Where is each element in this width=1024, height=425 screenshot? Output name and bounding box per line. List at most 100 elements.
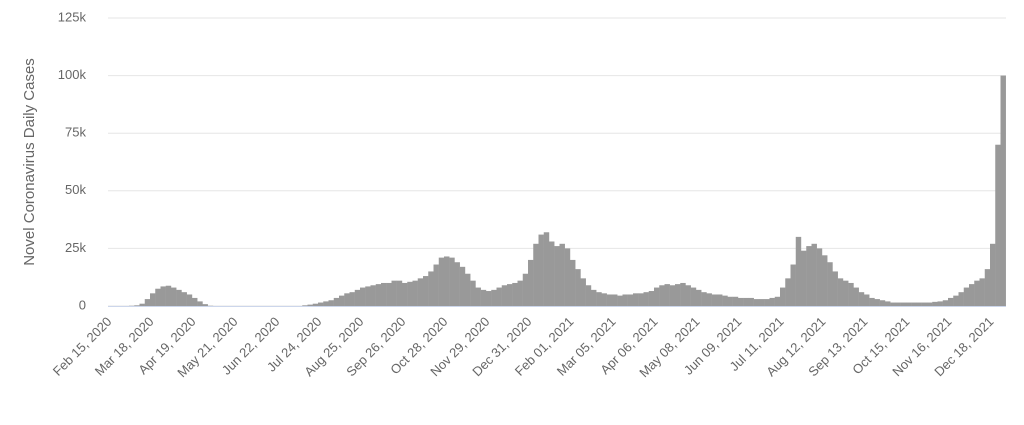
bar xyxy=(470,281,475,306)
bar xyxy=(329,300,334,306)
bar xyxy=(791,265,796,306)
y-tick-label: 50k xyxy=(65,182,86,197)
bar xyxy=(659,285,664,306)
bar xyxy=(686,285,691,306)
bar xyxy=(854,288,859,306)
bar xyxy=(502,285,507,306)
bar xyxy=(602,293,607,306)
bar xyxy=(402,283,407,306)
bar xyxy=(927,303,932,306)
bar xyxy=(948,298,953,306)
bar xyxy=(670,285,675,306)
bar xyxy=(817,248,822,306)
bar xyxy=(943,300,948,306)
y-axis-title: Novel Coronavirus Daily Cases xyxy=(21,58,38,266)
bar xyxy=(628,294,633,306)
bar xyxy=(176,290,181,306)
bar xyxy=(507,284,512,306)
y-tick-label: 125k xyxy=(58,9,87,24)
bar xyxy=(649,291,654,306)
bar xyxy=(806,246,811,306)
bar xyxy=(917,303,922,306)
bar xyxy=(371,285,376,306)
bar xyxy=(192,298,197,306)
bar xyxy=(418,278,423,306)
bar xyxy=(743,298,748,306)
bar xyxy=(203,304,208,306)
bar xyxy=(822,255,827,306)
bar xyxy=(455,262,460,306)
bar xyxy=(733,297,738,306)
bar xyxy=(838,278,843,306)
bar xyxy=(759,299,764,306)
bar xyxy=(365,286,370,306)
bar xyxy=(528,260,533,306)
bar xyxy=(623,294,628,306)
bar xyxy=(171,288,176,306)
bar xyxy=(423,276,428,306)
bar xyxy=(339,296,344,306)
bar xyxy=(428,271,433,306)
bar xyxy=(554,246,559,306)
bar xyxy=(544,232,549,306)
bar xyxy=(575,269,580,306)
bar xyxy=(344,293,349,306)
bar xyxy=(302,305,307,306)
bar xyxy=(313,304,318,306)
bar xyxy=(906,303,911,306)
bar xyxy=(974,281,979,306)
bar xyxy=(197,301,202,306)
bar xyxy=(770,298,775,306)
bar xyxy=(738,298,743,306)
bar xyxy=(780,288,785,306)
bar xyxy=(722,296,727,306)
bar xyxy=(166,286,171,306)
bar xyxy=(155,289,160,306)
bar xyxy=(964,288,969,306)
bar xyxy=(775,297,780,306)
bar xyxy=(896,303,901,306)
bar xyxy=(570,260,575,306)
bar xyxy=(754,299,759,306)
bar xyxy=(607,294,612,306)
bar xyxy=(985,269,990,306)
bar xyxy=(460,267,465,306)
bar xyxy=(812,244,817,306)
bar xyxy=(612,294,617,306)
bar xyxy=(465,274,470,306)
bar xyxy=(644,292,649,306)
bar xyxy=(633,293,638,306)
bar xyxy=(350,292,355,306)
bar xyxy=(938,301,943,306)
bar xyxy=(407,282,412,306)
bar xyxy=(864,294,869,306)
bar xyxy=(617,296,622,306)
bar xyxy=(801,251,806,306)
bar xyxy=(869,298,874,306)
bar xyxy=(360,288,365,306)
bar xyxy=(959,292,964,306)
bar xyxy=(323,301,328,306)
bar xyxy=(712,294,717,306)
y-tick-label: 25k xyxy=(65,240,86,255)
bar xyxy=(476,288,481,306)
bar xyxy=(376,284,381,306)
bar xyxy=(134,305,139,306)
bar xyxy=(161,286,166,306)
bar xyxy=(654,288,659,306)
bar xyxy=(586,285,591,306)
y-tick-label: 0 xyxy=(79,297,86,312)
bar xyxy=(539,235,544,306)
bar xyxy=(980,278,985,306)
bar xyxy=(512,283,517,306)
bar xyxy=(833,271,838,306)
bar xyxy=(434,265,439,306)
bar xyxy=(843,281,848,306)
bar xyxy=(392,281,397,306)
bar xyxy=(386,283,391,306)
bar xyxy=(491,290,496,306)
bar xyxy=(701,292,706,306)
y-tick-label: 100k xyxy=(58,67,87,82)
bar xyxy=(880,300,885,306)
